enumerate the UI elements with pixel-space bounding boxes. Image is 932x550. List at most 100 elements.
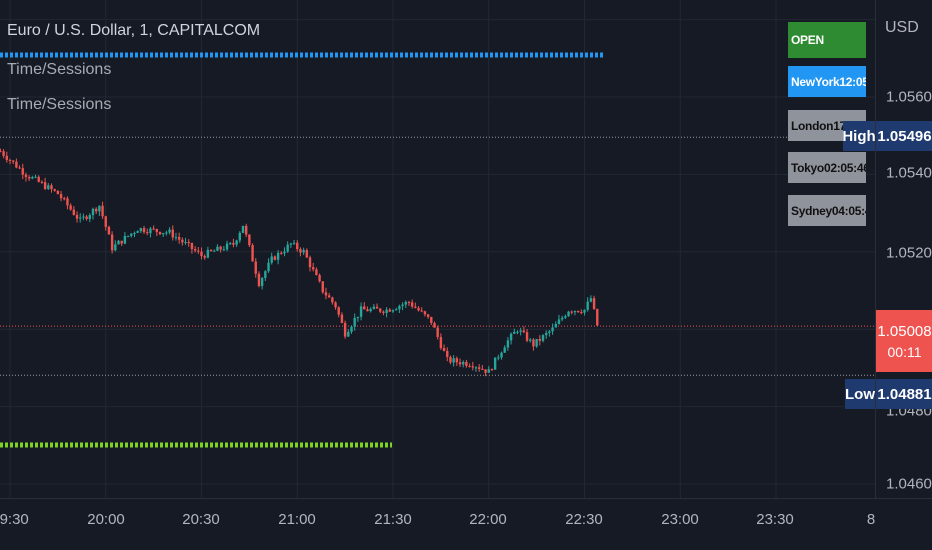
price-tick: 1.05600: [886, 88, 932, 106]
candle-body: [184, 242, 187, 244]
candle-body: [120, 240, 123, 244]
candle-body: [379, 308, 382, 312]
candle-body: [238, 232, 241, 241]
candle-body: [446, 351, 449, 357]
candle-body: [347, 331, 350, 337]
candle-body: [331, 297, 334, 303]
candle-body: [481, 368, 484, 370]
candle-body: [31, 177, 34, 179]
candle-body: [203, 256, 206, 258]
price-tick: 1.04600: [886, 475, 932, 493]
candle-body: [264, 271, 267, 279]
candle-body: [34, 176, 37, 178]
candle-body: [292, 242, 296, 244]
candle-body: [206, 249, 210, 258]
candle-body: [401, 304, 404, 307]
price-tick: 1.05400: [886, 164, 932, 182]
candle-body: [37, 176, 40, 182]
candle-body: [216, 246, 219, 251]
candle-body: [98, 205, 101, 212]
candle-body: [229, 242, 232, 244]
candle-body: [458, 362, 462, 365]
candle-body: [136, 231, 139, 233]
candle-body: [573, 310, 577, 313]
chart-title[interactable]: Euro / U.S. Dollar, 1, CAPITALCOM: [7, 22, 261, 39]
candle-body: [356, 316, 360, 318]
candle-body: [366, 309, 369, 312]
candle-body: [53, 189, 56, 191]
candle-body: [439, 336, 443, 349]
session-status-label: OPEN: [791, 33, 824, 47]
candle-body: [209, 249, 213, 251]
currency-label: USD: [885, 19, 919, 36]
high-price-tag: 1.05496: [876, 121, 932, 151]
candle-body: [197, 250, 200, 252]
candle-body: [181, 239, 184, 243]
candle-body: [280, 252, 283, 254]
candle-body: [193, 249, 197, 251]
candle-body: [436, 327, 439, 337]
candle-body: [353, 317, 356, 327]
session-city: NewYork: [791, 74, 840, 89]
candle-body: [487, 369, 490, 373]
candle-body: [474, 367, 478, 369]
candle-body: [235, 240, 238, 245]
candle-body: [254, 261, 257, 274]
indicator-legend-1[interactable]: Time/Sessions: [7, 61, 112, 78]
candle-body: [471, 366, 474, 368]
candle-body: [484, 369, 487, 373]
candle-body: [538, 338, 542, 341]
candle-body: [497, 357, 500, 359]
candle-body: [414, 306, 417, 308]
candle-body: [75, 214, 79, 219]
candle-body: [423, 311, 427, 315]
candle-body: [583, 309, 586, 313]
candle-body: [516, 331, 519, 333]
time-tick: 23:30: [756, 511, 794, 528]
candle-body: [369, 308, 372, 312]
candle-body: [104, 216, 107, 227]
candle-body: [66, 198, 69, 206]
candle-body: [535, 338, 538, 347]
candle-body: [452, 358, 455, 363]
session-status-open: OPEN: [788, 22, 866, 58]
chart-canvas[interactable]: [0, 0, 875, 498]
candle-body: [5, 155, 9, 160]
time-tick: 22:00: [469, 511, 507, 528]
candle-body: [312, 267, 315, 270]
candle-body: [8, 159, 12, 161]
candle-body: [2, 151, 5, 156]
candle-body: [94, 208, 98, 212]
candle-body: [529, 339, 532, 341]
candle-body: [545, 332, 548, 336]
candle-body: [500, 352, 503, 358]
candle-body: [158, 231, 162, 235]
candle-body: [343, 322, 347, 337]
session-row-sydney: Sydney 04:05:46: [788, 195, 866, 226]
candle-body: [117, 240, 120, 245]
candle-body: [557, 319, 561, 325]
candle-body: [465, 361, 468, 366]
candle-body: [139, 228, 143, 232]
candle-body: [580, 312, 583, 314]
chart-area[interactable]: Euro / U.S. Dollar, 1, CAPITALCOM Time/S…: [0, 0, 876, 498]
candle-body: [232, 242, 235, 245]
time-tick: 19:30: [0, 511, 29, 528]
price-axis[interactable]: USD 1.05600 1.05400 1.05200 1.04800 1.04…: [875, 0, 932, 498]
candle-body: [146, 232, 149, 234]
candle-body: [548, 331, 551, 333]
time-tick: 20:30: [182, 511, 220, 528]
candle-body: [165, 232, 168, 234]
low-price-tag: 1.04881: [876, 379, 932, 409]
candle-body: [340, 314, 344, 323]
session-row-tokyo: Tokyo 02:05:46: [788, 152, 866, 183]
candle-body: [334, 302, 337, 308]
candle-body: [222, 249, 226, 251]
candle-body: [321, 281, 324, 293]
indicator-legend-2[interactable]: Time/Sessions: [7, 96, 112, 113]
candle-body: [273, 256, 277, 260]
time-axis[interactable]: 19:30 20:00 20:30 21:00 21:30 22:00 22:3…: [0, 498, 932, 550]
candle-body: [142, 228, 146, 233]
candle-body: [407, 302, 411, 304]
candle-body: [21, 168, 24, 175]
